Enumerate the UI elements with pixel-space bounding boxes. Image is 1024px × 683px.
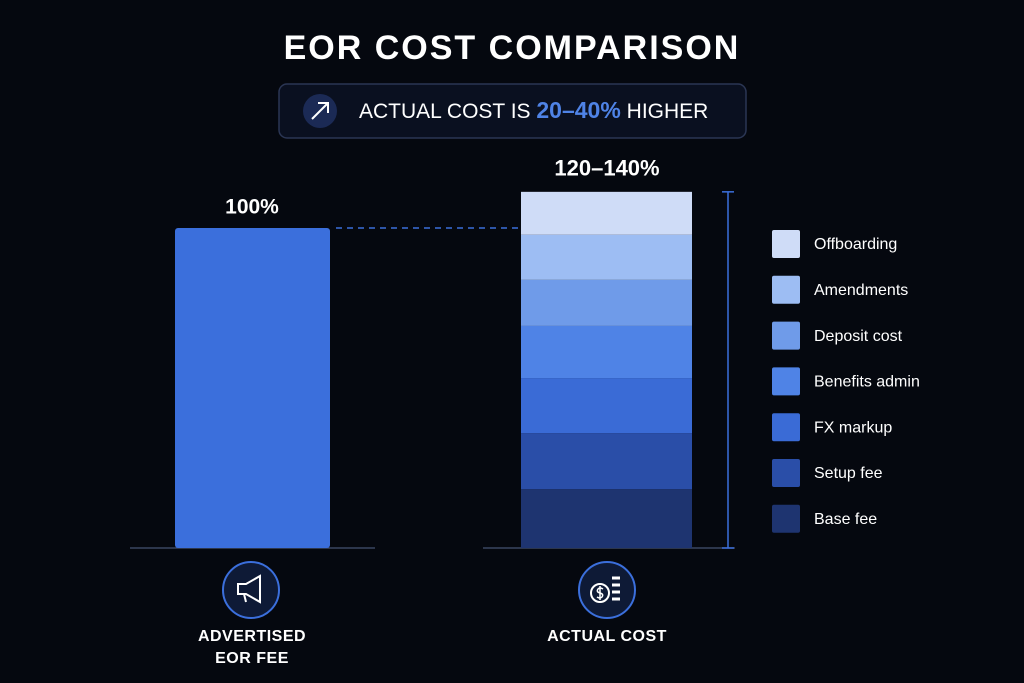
legend-label: Benefits admin [814,374,920,391]
callout-after: HIGHER [627,100,709,123]
legend-swatch [772,504,800,533]
bar [175,228,330,548]
bar-segment [521,489,692,548]
bar-segment [521,234,692,280]
legend-swatch [772,367,800,396]
legend-swatch [772,413,800,442]
callout-before: ACTUAL COST IS [359,100,531,123]
icon-advertised [222,561,280,619]
legend-swatch [772,230,800,258]
bar-category-label: EOR FEE [215,650,289,667]
bar-segment [521,279,692,326]
bar-segment [521,378,692,434]
chart-title: EOR COST COMPARISON [284,29,741,67]
legend-swatch [772,459,800,487]
legend-swatch [772,275,800,304]
callout-highlight: 20–40% [536,97,620,123]
legend-label: Setup fee [814,465,883,482]
legend-swatch [772,321,800,350]
legend-label: FX markup [814,419,892,436]
icon-actual [578,561,636,619]
legend-label: Base fee [814,511,877,528]
legend-label: Deposit cost [814,328,903,345]
arrow-icon [311,102,329,120]
bar-segment [521,191,692,235]
bar-segment [521,325,692,379]
bar-segment [521,433,692,490]
legend-label: Amendments [814,282,908,299]
bar-category-label: ADVERTISED [198,628,306,645]
bar-range-label: 120–140% [554,156,659,181]
callout-box [278,83,747,139]
legend-label: Offboarding [814,236,897,253]
callout-text: ACTUAL COST IS 20–40% HIGHER [359,97,708,123]
bar-category-label: ACTUAL COST [547,628,667,645]
bar-value-label: 100% [225,196,279,219]
